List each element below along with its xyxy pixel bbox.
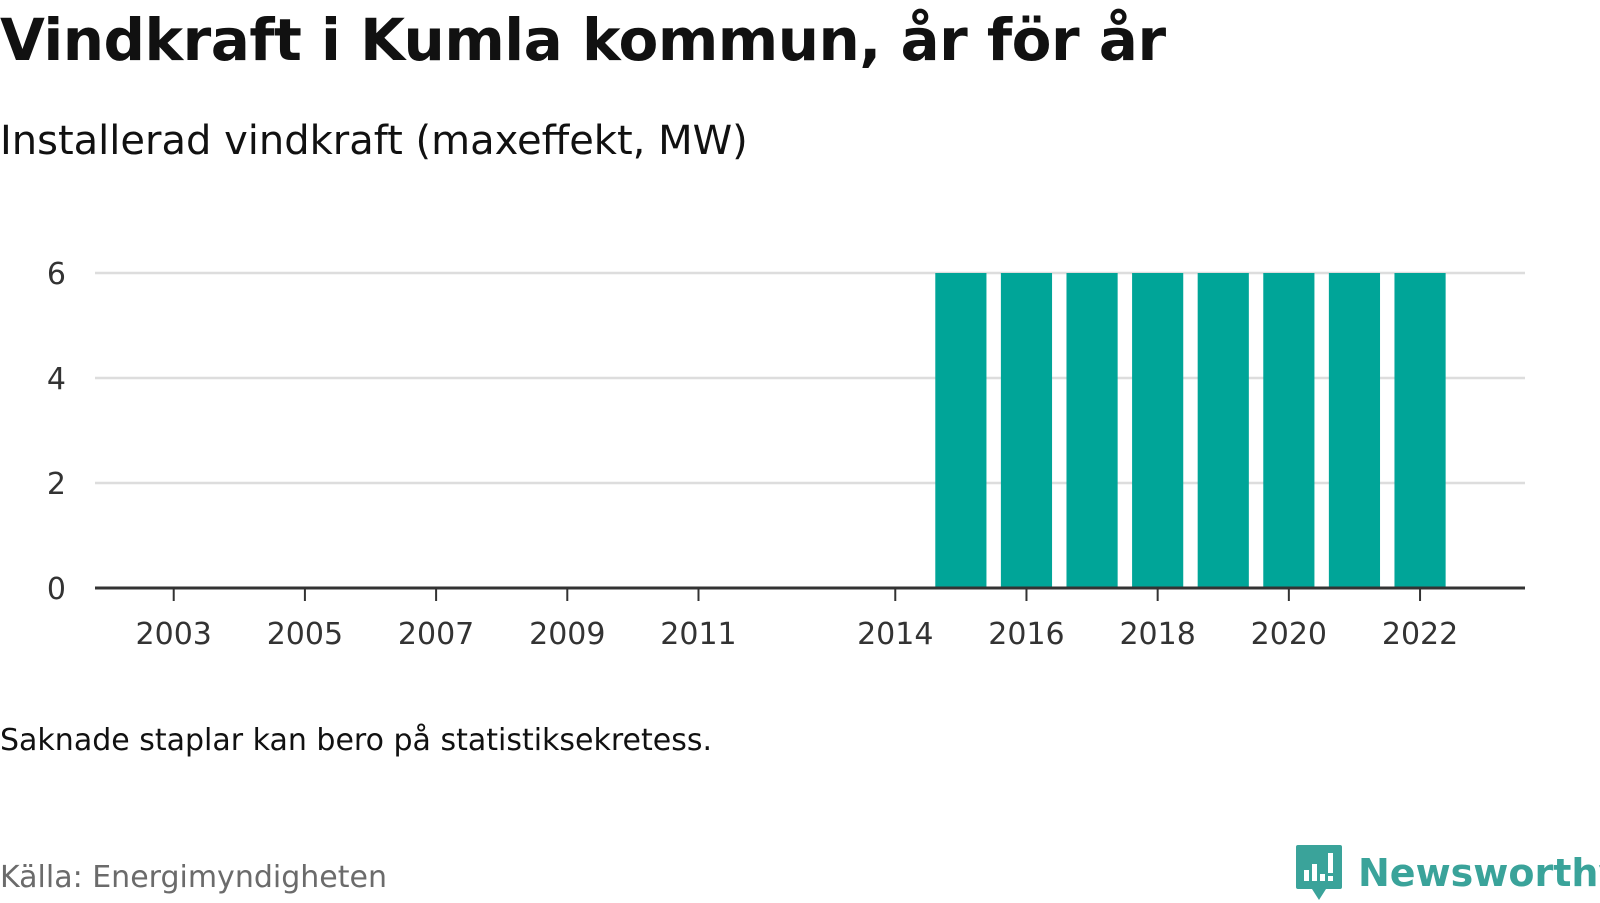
y-tick-label-2: 2: [47, 467, 66, 502]
chart-title: Vindkraft i Kumla kommun, år för år: [0, 6, 1166, 74]
x-tick-label-2007: 2007: [398, 617, 474, 652]
x-tick-label-2009: 2009: [529, 617, 605, 652]
brand-name: Newsworthy: [1358, 851, 1600, 895]
bar-chart-speech-bubble-icon: [1296, 845, 1342, 900]
x-tick-label-2003: 2003: [136, 617, 212, 652]
bar-2019: [1197, 273, 1249, 588]
bar-2022: [1394, 273, 1446, 588]
x-tick-label-2016: 2016: [988, 617, 1064, 652]
chart-subtitle: Installerad vindkraft (maxeffekt, MW): [0, 118, 748, 164]
y-tick-label-6: 6: [47, 257, 66, 292]
x-tick-label-2005: 2005: [267, 617, 343, 652]
x-tick-label-2020: 2020: [1251, 617, 1327, 652]
bar-2020: [1263, 273, 1315, 588]
bar-2021: [1328, 273, 1381, 588]
chart-note: Saknade staplar kan bero på statistiksek…: [0, 723, 713, 758]
bar-2018: [1132, 273, 1184, 588]
bars: [935, 273, 1446, 588]
source-text: Källa: Energimyndigheten: [0, 860, 387, 895]
x-tick-label-2022: 2022: [1382, 617, 1458, 652]
x-tick-label-2018: 2018: [1119, 617, 1195, 652]
y-tick-label-0: 0: [47, 572, 66, 607]
bar-2017: [1066, 273, 1118, 588]
x-tick-label-2011: 2011: [660, 617, 736, 652]
bar-2016: [1000, 273, 1053, 588]
bar-chart: 0 2 4 6 2003 2005 2007 2009 2011 2014 2016 2018 2020…: [47, 257, 1525, 652]
y-tick-label-4: 4: [47, 362, 66, 397]
axes: 0 2 4 6 2003 2005 2007 2009 2011 2014 2016 2018 2020…: [47, 257, 1525, 652]
brand-logo: Newsworthy: [1294, 843, 1600, 903]
bar-2015: [935, 273, 987, 588]
x-tick-label-2014: 2014: [857, 617, 933, 652]
